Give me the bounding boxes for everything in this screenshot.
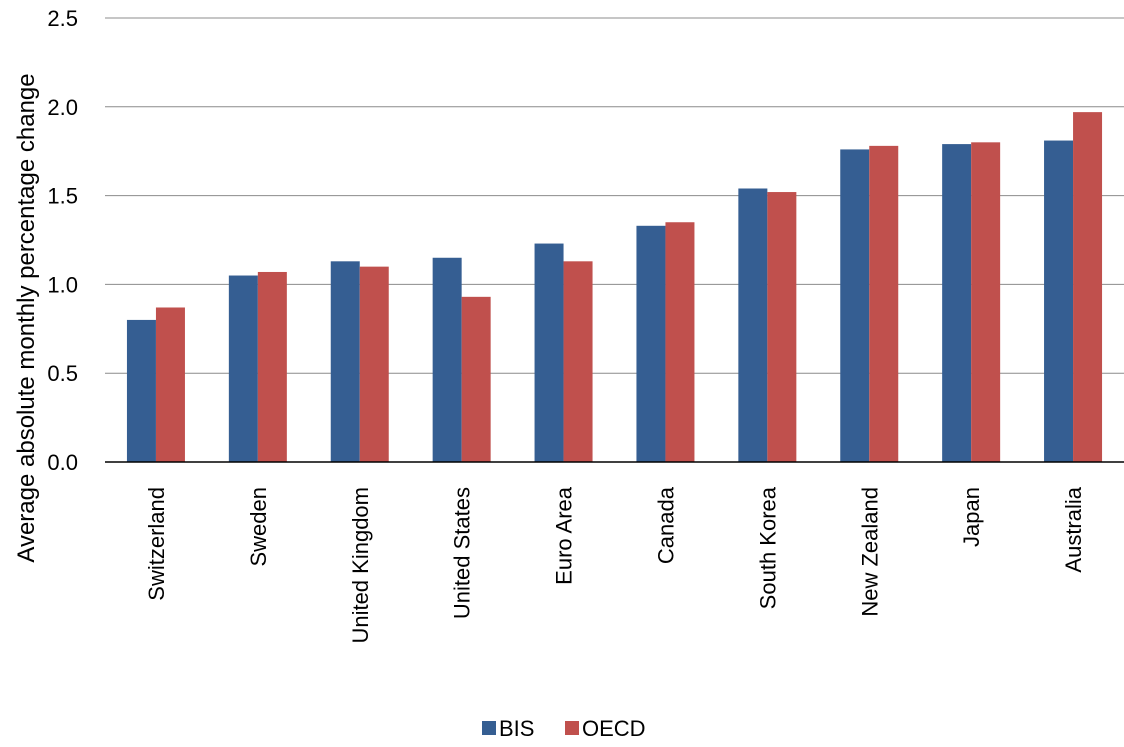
- x-tick-label: Euro Area: [552, 486, 577, 585]
- bar-oecd: [563, 261, 593, 462]
- x-tick-label: Australia: [1061, 486, 1086, 572]
- bar-oecd: [359, 266, 389, 462]
- bar-bis: [738, 188, 768, 462]
- bar-bis: [126, 319, 156, 462]
- bar-oecd: [665, 222, 695, 462]
- legend-label-oecd: OECD: [582, 716, 646, 741]
- legend-swatch-bis: [482, 721, 496, 735]
- x-tick-label: Switzerland: [144, 487, 169, 601]
- bar-oecd: [155, 307, 185, 462]
- bar-bis: [534, 243, 564, 462]
- legend: BIS OECD: [482, 716, 646, 741]
- y-axis-label: Average absolute monthly percentage chan…: [13, 73, 40, 562]
- bar-oecd: [971, 142, 1001, 462]
- y-tick-label: 2.0: [47, 95, 78, 120]
- bar-oecd: [869, 145, 899, 462]
- y-tick-label: 1.5: [47, 184, 78, 209]
- y-tick-label: 2.5: [47, 6, 78, 31]
- bar-oecd: [461, 296, 491, 462]
- bar-bis: [330, 261, 360, 462]
- bar-bis: [636, 225, 666, 462]
- bar-bis: [1044, 140, 1074, 462]
- bar-oecd: [767, 192, 797, 462]
- x-tick-label: South Korea: [755, 486, 780, 609]
- x-tick-labels: Switzerland Sweden United Kingdom United St…: [144, 486, 1086, 643]
- y-tick-label: 1.0: [47, 272, 78, 297]
- bar-bis: [942, 144, 972, 462]
- x-tick-label: United States: [450, 487, 475, 619]
- bar-bis: [228, 275, 258, 462]
- bar-oecd: [1073, 112, 1103, 463]
- legend-swatch-oecd: [565, 721, 579, 735]
- bar-bis: [840, 149, 870, 462]
- x-tick-label: New Zealand: [857, 487, 882, 617]
- x-tick-label: Sweden: [246, 487, 271, 567]
- bar-bis: [432, 257, 462, 462]
- y-tick-label: 0.0: [47, 450, 78, 475]
- legend-label-bis: BIS: [499, 716, 534, 741]
- x-tick-label: Japan: [959, 487, 984, 547]
- y-tick-labels: 0.0 0.5 1.0 1.5 2.0 2.5: [47, 6, 78, 475]
- x-tick-label: United Kingdom: [348, 487, 373, 644]
- bars: [126, 112, 1103, 463]
- bar-oecd: [257, 271, 287, 462]
- x-tick-label: Canada: [653, 486, 678, 564]
- y-tick-label: 0.5: [47, 361, 78, 386]
